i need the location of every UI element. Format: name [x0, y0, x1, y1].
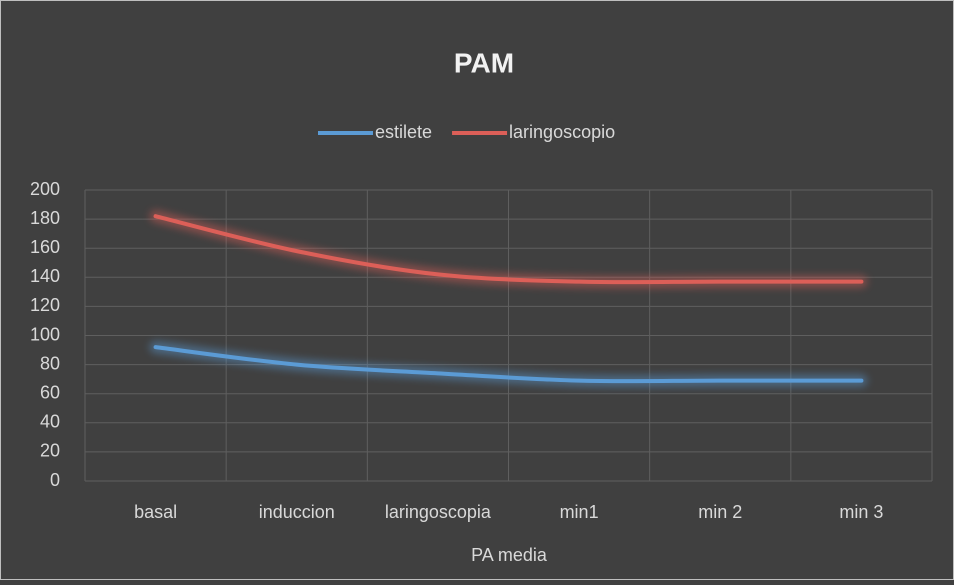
legend-label: laringoscopio — [509, 122, 615, 142]
x-axis-title: PA media — [471, 545, 548, 565]
x-tick-label: induccion — [259, 502, 335, 522]
y-tick-label: 180 — [30, 208, 60, 228]
x-tick-label: laringoscopia — [385, 502, 492, 522]
series-line — [153, 345, 864, 384]
x-tick-label: basal — [134, 502, 177, 522]
y-tick-label: 120 — [30, 295, 60, 315]
y-tick-label: 20 — [40, 441, 60, 461]
y-tick-label: 80 — [40, 353, 60, 373]
y-tick-label: 200 — [30, 179, 60, 199]
x-tick-label: min 2 — [698, 502, 742, 522]
x-tick-label: min1 — [560, 502, 599, 522]
y-tick-label: 60 — [40, 382, 60, 402]
series-line — [153, 214, 864, 285]
x-tick-label: min 3 — [839, 502, 883, 522]
chart-title: PAM — [454, 47, 514, 78]
y-tick-label: 100 — [30, 324, 60, 344]
legend-label: estilete — [375, 122, 432, 142]
y-tick-label: 0 — [50, 470, 60, 490]
y-tick-label: 160 — [30, 237, 60, 257]
y-tick-label: 40 — [40, 412, 60, 432]
y-tick-label: 140 — [30, 266, 60, 286]
